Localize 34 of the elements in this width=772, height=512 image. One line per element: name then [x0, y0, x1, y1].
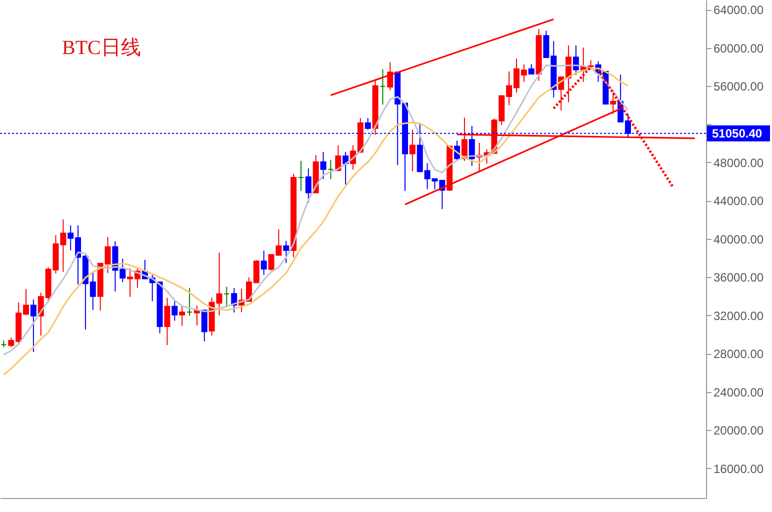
candlestick — [201, 309, 208, 342]
candlestick — [409, 129, 416, 172]
y-tick-label: 20000.00 — [714, 424, 764, 438]
candlestick — [283, 240, 290, 264]
candlestick — [380, 68, 386, 106]
candlestick — [387, 62, 394, 91]
candlestick — [305, 168, 312, 204]
y-tick-label: 24000.00 — [714, 385, 764, 400]
y-tick-label: 64000.00 — [714, 3, 764, 18]
candlestick — [186, 287, 193, 316]
candlestick — [260, 250, 267, 276]
candlestick — [528, 64, 534, 74]
candlestick — [30, 298, 36, 352]
y-tick-label: 32000.00 — [714, 308, 764, 323]
y-tick-label: 44000.00 — [714, 194, 764, 208]
candlestick — [298, 160, 304, 192]
candlestick — [364, 117, 371, 130]
candlestick — [179, 305, 186, 326]
candlestick — [164, 297, 170, 346]
candlestick — [335, 144, 342, 172]
y-tick-label: 60000.00 — [714, 41, 764, 56]
y-tick-label: 16000.00 — [714, 462, 764, 476]
text: BTC日线 — [62, 37, 141, 59]
y-tick-label: 48000.00 — [714, 156, 764, 170]
y-tick-label: 56000.00 — [714, 80, 764, 94]
y-tick-label: 40000.00 — [714, 232, 764, 246]
y-tick-label: 36000.00 — [714, 270, 764, 285]
y-tick-label: 28000.00 — [714, 347, 764, 362]
ref-line-label: 51050.40 — [712, 126, 762, 140]
candlestick — [572, 44, 579, 76]
candlestick — [224, 286, 230, 308]
candlestick — [172, 300, 178, 322]
candlestick — [328, 159, 334, 180]
candlestick — [320, 152, 326, 180]
